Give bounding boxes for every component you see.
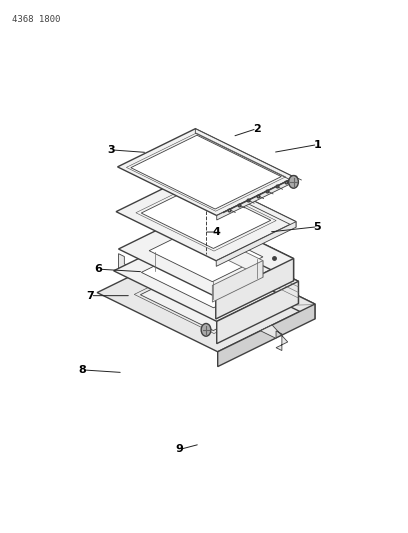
Polygon shape (204, 179, 216, 208)
Text: 8: 8 (79, 365, 86, 375)
Polygon shape (212, 261, 263, 302)
Text: 6: 6 (95, 264, 102, 274)
Text: 3: 3 (107, 145, 115, 155)
Polygon shape (116, 173, 296, 261)
Polygon shape (217, 281, 298, 344)
Polygon shape (131, 135, 281, 209)
Polygon shape (140, 266, 272, 330)
Polygon shape (217, 177, 295, 220)
Polygon shape (118, 211, 293, 297)
Text: 1: 1 (314, 140, 322, 150)
Polygon shape (149, 226, 263, 282)
Polygon shape (196, 211, 293, 281)
Text: 7: 7 (86, 290, 94, 301)
Polygon shape (218, 304, 315, 367)
Polygon shape (118, 254, 151, 273)
Text: 4368 1800: 4368 1800 (11, 14, 60, 23)
Text: 9: 9 (176, 445, 184, 455)
Polygon shape (195, 128, 295, 182)
Polygon shape (114, 231, 298, 321)
Text: 2: 2 (253, 124, 261, 134)
Text: 4: 4 (212, 227, 220, 237)
Polygon shape (195, 231, 298, 304)
Polygon shape (200, 230, 263, 277)
Text: 5: 5 (314, 222, 321, 232)
Polygon shape (196, 173, 296, 227)
Polygon shape (141, 185, 271, 248)
Polygon shape (118, 128, 295, 215)
Polygon shape (194, 245, 315, 319)
Polygon shape (260, 325, 288, 351)
Polygon shape (97, 245, 315, 352)
Circle shape (201, 324, 211, 336)
Polygon shape (216, 222, 296, 266)
Polygon shape (141, 244, 271, 308)
Polygon shape (216, 259, 293, 319)
Circle shape (289, 175, 298, 188)
